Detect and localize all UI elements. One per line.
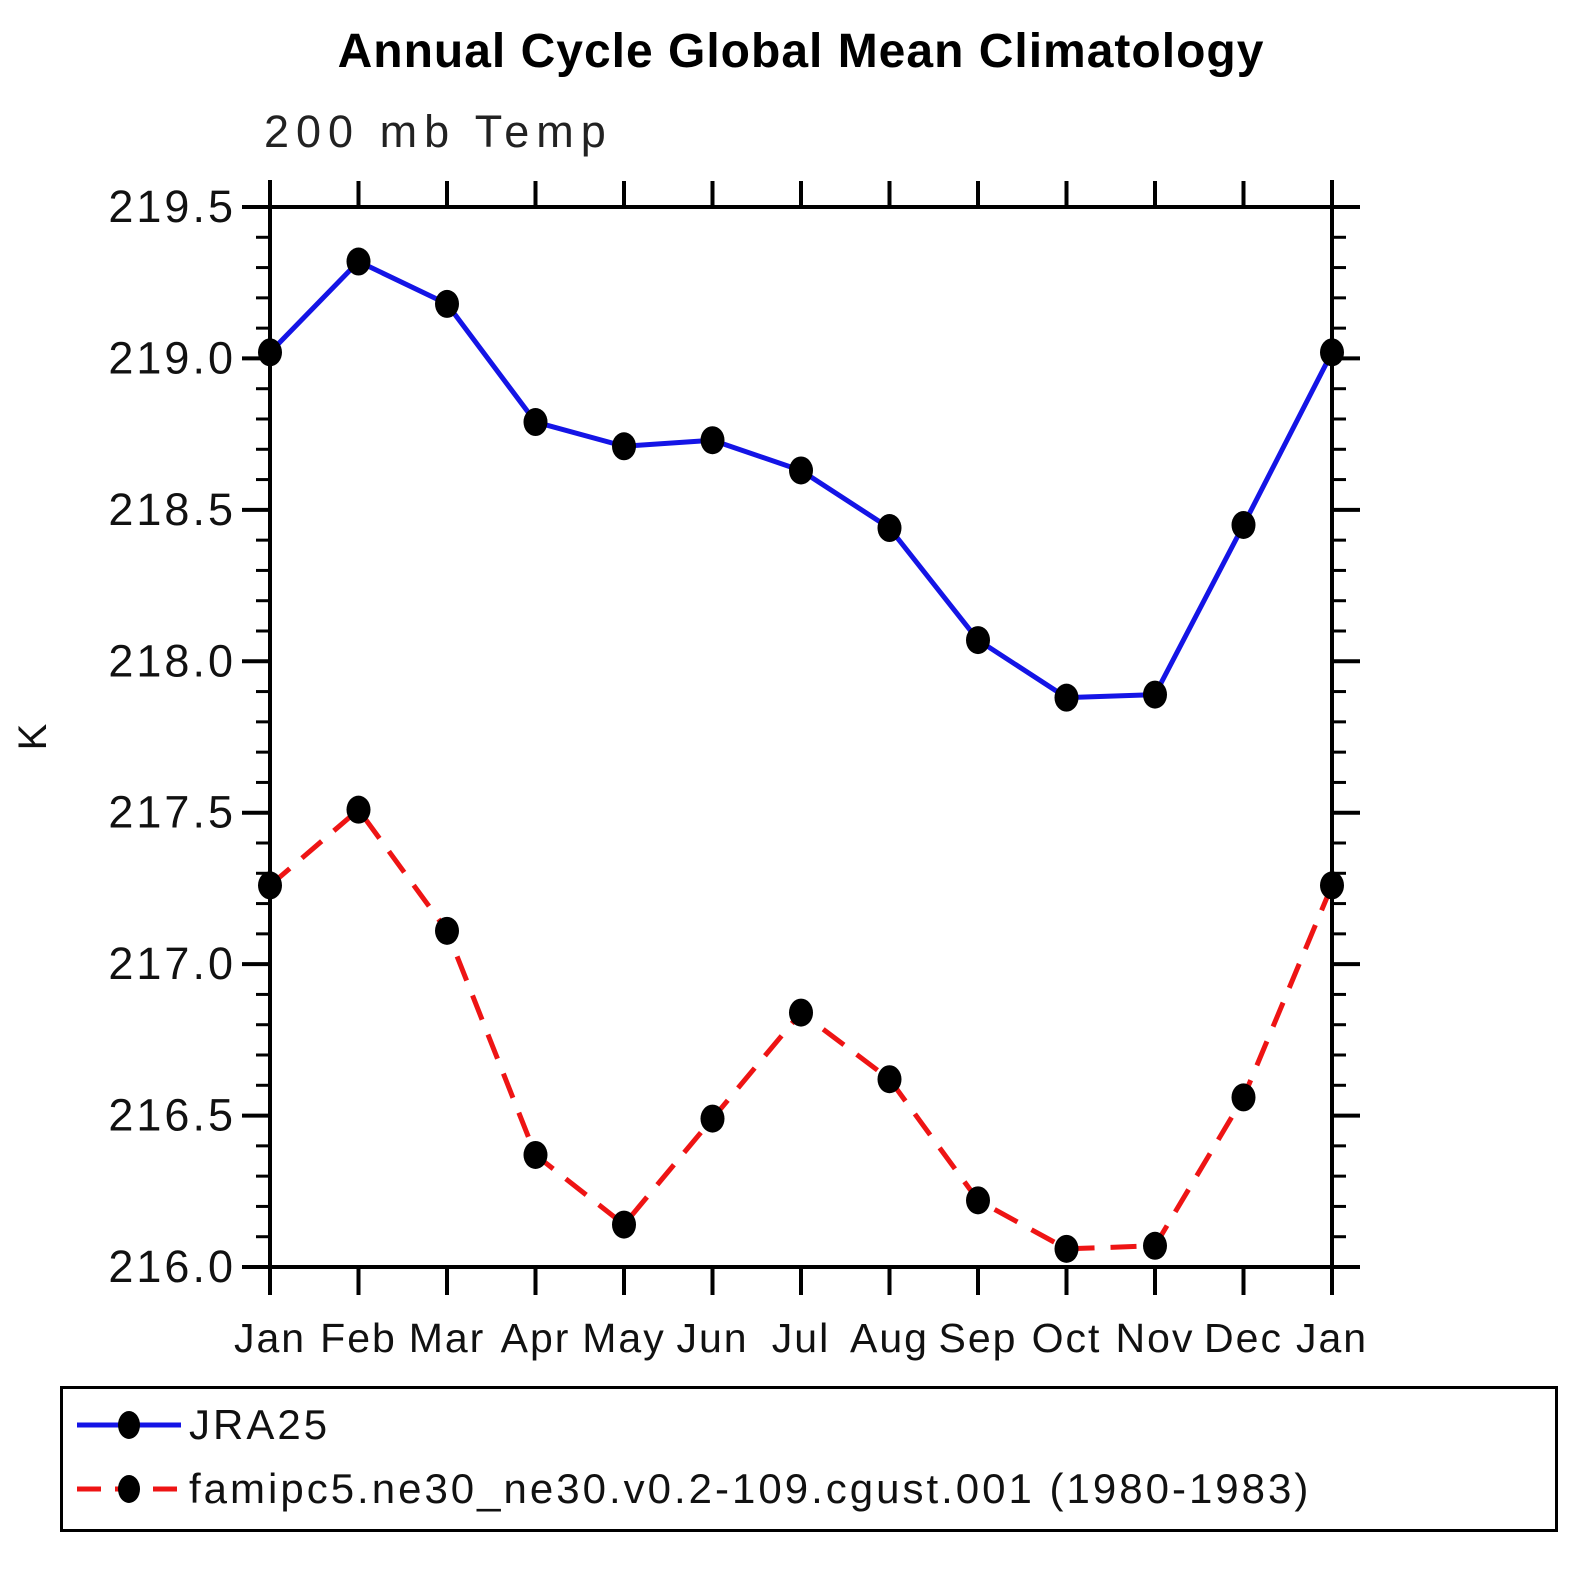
y-tick-label: 217.5: [108, 787, 236, 838]
y-tick-label: 216.5: [108, 1090, 236, 1141]
data-point-marker: [700, 426, 725, 455]
data-point-marker: [1143, 1231, 1167, 1260]
data-point-marker: [1320, 871, 1344, 900]
y-tick-label: 219.5: [108, 181, 236, 232]
data-point-marker: [346, 247, 371, 276]
data-point-marker: [346, 795, 371, 824]
x-tick-label: Dec: [1204, 1315, 1283, 1361]
data-point-marker: [1143, 680, 1167, 709]
data-point-marker: [1231, 511, 1256, 539]
data-point-marker: [1054, 683, 1079, 712]
x-tick-label: Jul: [772, 1315, 830, 1361]
data-point-marker: [789, 456, 813, 485]
data-point-marker: [1231, 1083, 1256, 1112]
x-tick-label: Sep: [939, 1315, 1018, 1361]
chart-subtitle: 200 mb Temp: [264, 106, 613, 157]
x-tick-label: Aug: [850, 1315, 929, 1361]
data-point-marker: [523, 408, 548, 437]
y-axis-label: K: [11, 723, 55, 750]
y-tick-label: 218.0: [108, 635, 236, 686]
x-tick-label: Jan: [234, 1315, 306, 1361]
y-tick-label: 219.0: [108, 332, 236, 383]
y-tick-label: 218.5: [108, 484, 236, 535]
x-tick-label: Oct: [1032, 1315, 1102, 1361]
x-tick-label: Nov: [1116, 1315, 1195, 1361]
x-tick-label: Mar: [409, 1315, 486, 1361]
data-point-marker: [966, 1186, 990, 1215]
data-point-marker: [523, 1140, 548, 1169]
legend-item-jra25: JRA25: [71, 1401, 330, 1449]
legend-label-jra25: JRA25: [189, 1401, 331, 1448]
data-point-marker: [435, 916, 459, 945]
data-point-marker: [435, 289, 459, 318]
y-tick-label: 217.0: [108, 938, 236, 989]
chart-title: Annual Cycle Global Mean Climatology: [337, 25, 1265, 78]
legend-item-model: famipc5.ne30_ne30.v0.2-109.cgust.001 (19…: [71, 1465, 1311, 1513]
x-tick-label: Apr: [501, 1315, 571, 1361]
data-point-marker: [1320, 338, 1344, 367]
series-line-model: [268, 807, 1335, 1252]
x-tick-label: Feb: [320, 1315, 397, 1361]
y-tick-label: 216.0: [108, 1241, 236, 1292]
x-tick-label: May: [582, 1315, 665, 1361]
data-point-marker: [700, 1104, 725, 1133]
data-point-marker: [612, 432, 636, 461]
data-point-marker: [258, 338, 282, 367]
data-point-marker: [877, 1065, 902, 1094]
data-point-marker: [612, 1210, 636, 1239]
data-point-marker: [877, 514, 902, 543]
x-tick-label: Jun: [676, 1315, 748, 1361]
data-point-marker: [258, 871, 282, 900]
data-point-marker: [789, 998, 813, 1027]
legend-box: JRA25 famipc5.ne30_ne30.v0.2-109.cgust.0…: [60, 1386, 1558, 1532]
data-point-marker: [966, 626, 990, 655]
x-tick-label: Jan: [1296, 1315, 1368, 1361]
model-line-sample-icon: [77, 1475, 181, 1503]
data-point-marker: [1054, 1234, 1079, 1263]
legend-label-model: famipc5.ne30_ne30.v0.2-109.cgust.001 (19…: [189, 1465, 1312, 1512]
jra25-line-sample-icon: [77, 1411, 181, 1439]
